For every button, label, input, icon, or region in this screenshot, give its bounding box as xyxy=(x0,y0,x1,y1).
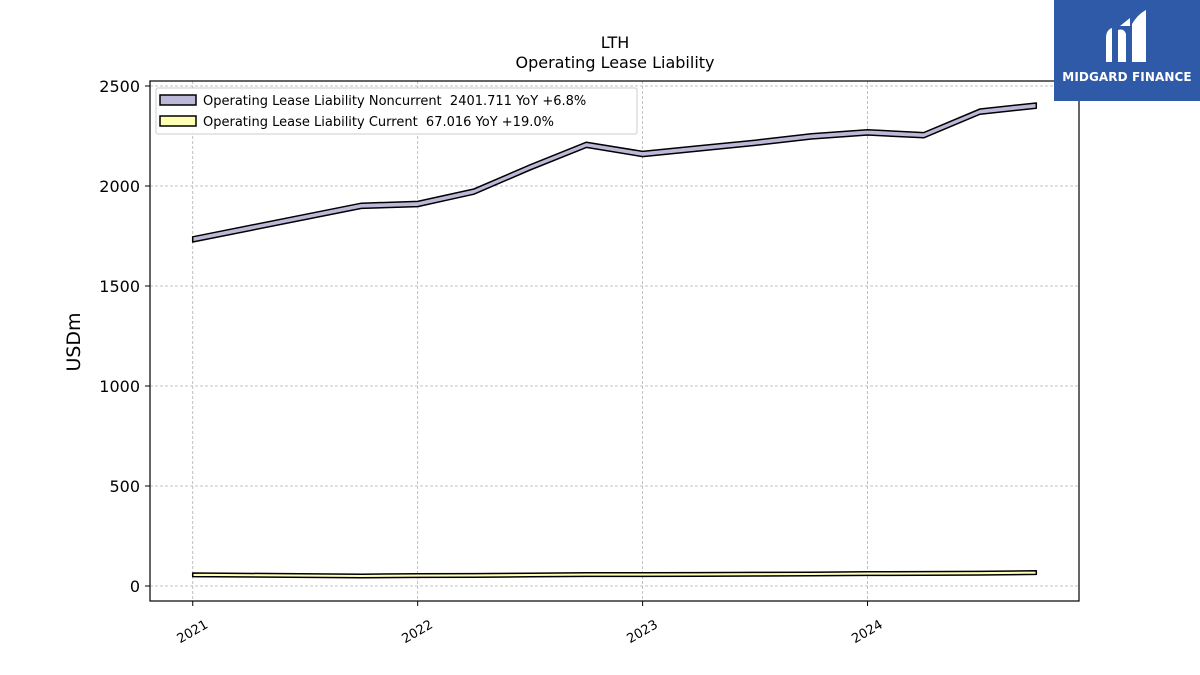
legend: Operating Lease Liability Noncurrent 240… xyxy=(155,87,638,135)
legend-box xyxy=(155,87,638,135)
legend-label-current: Operating Lease Liability Current 67.016… xyxy=(203,115,554,130)
y-tick-label: 1000 xyxy=(99,377,140,396)
x-tick-label: 2024 xyxy=(849,617,885,647)
midgard-logo-icon xyxy=(1106,10,1146,62)
y-tick-label: 0 xyxy=(130,577,140,596)
y-tick-label: 2000 xyxy=(99,177,140,196)
y-tick-label: 1500 xyxy=(99,277,140,296)
x-tick-label: 2021 xyxy=(175,617,211,647)
legend-swatch-noncurrent xyxy=(159,94,197,106)
midgard-finance-logo: MIDGARD FINANCE xyxy=(1054,0,1200,101)
x-tick-label: 2023 xyxy=(624,617,660,647)
x-tick-label: 2022 xyxy=(400,617,436,647)
chart-subtitle: Operating Lease Liability xyxy=(515,53,714,72)
y-axis: 0 500 1000 1500 2000 2500 xyxy=(99,77,150,596)
chart-title: LTH xyxy=(601,33,630,52)
grid xyxy=(150,81,1079,601)
legend-swatch-current xyxy=(159,115,197,127)
y-axis-label: USDm xyxy=(63,312,85,371)
series-band-current xyxy=(191,570,1038,579)
x-axis: 2021 2022 2023 2024 xyxy=(175,601,886,647)
series-band-noncurrent xyxy=(191,102,1038,243)
series-layer xyxy=(191,102,1038,579)
plot-frame xyxy=(149,80,1080,602)
legend-label-noncurrent: Operating Lease Liability Noncurrent 240… xyxy=(203,94,586,109)
y-tick-label: 500 xyxy=(109,477,140,496)
y-tick-label: 2500 xyxy=(99,77,140,96)
logo-text: MIDGARD FINANCE xyxy=(1062,70,1192,84)
